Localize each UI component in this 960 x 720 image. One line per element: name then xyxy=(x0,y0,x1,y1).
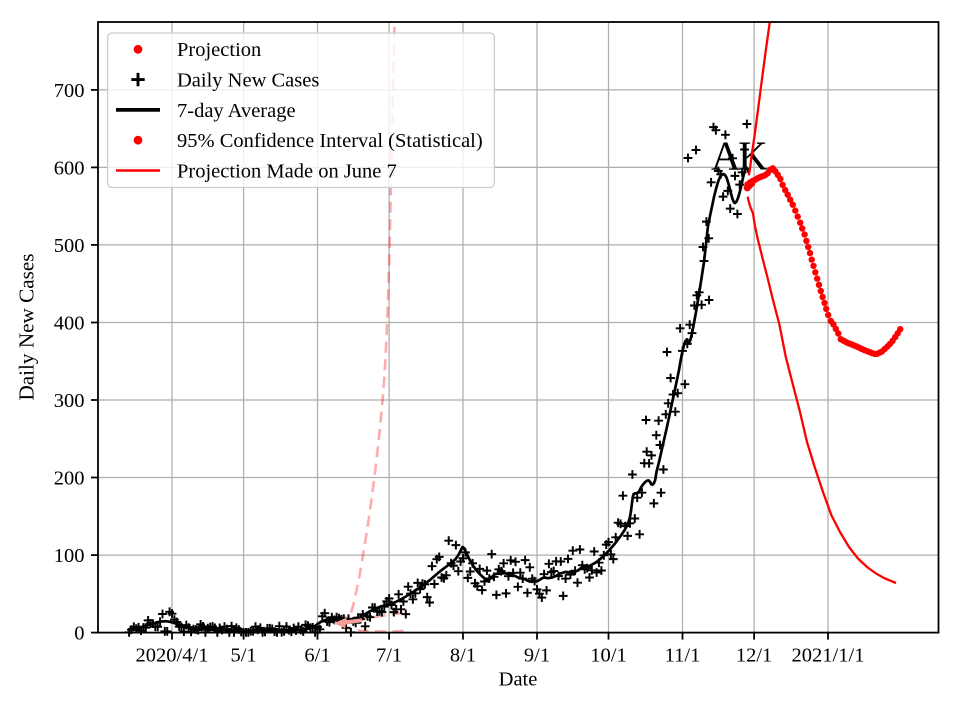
svg-text:7/1: 7/1 xyxy=(376,645,402,667)
svg-text:Daily New Cases: Daily New Cases xyxy=(15,253,39,400)
svg-text:10/1: 10/1 xyxy=(590,645,626,667)
svg-text:7-day Average: 7-day Average xyxy=(177,100,296,122)
svg-text:400: 400 xyxy=(54,313,85,335)
svg-text:2021/1/1: 2021/1/1 xyxy=(792,645,865,667)
svg-text:0: 0 xyxy=(74,623,84,645)
svg-text:2020/4/1: 2020/4/1 xyxy=(136,645,209,667)
svg-text:Projection: Projection xyxy=(177,39,261,61)
svg-text:6/1: 6/1 xyxy=(304,645,330,667)
svg-text:95% Confidence Interval (Stati: 95% Confidence Interval (Statistical) xyxy=(177,130,483,152)
svg-text:700: 700 xyxy=(54,80,85,102)
svg-text:11/1: 11/1 xyxy=(665,645,701,667)
svg-text:12/1: 12/1 xyxy=(736,645,772,667)
svg-text:Projection Made on June 7: Projection Made on June 7 xyxy=(177,160,397,182)
svg-text:Daily New Cases: Daily New Cases xyxy=(177,70,319,92)
svg-text:Date: Date xyxy=(499,669,538,691)
svg-text:500: 500 xyxy=(54,235,85,257)
svg-text:AK: AK xyxy=(711,133,768,179)
svg-text:200: 200 xyxy=(54,468,85,490)
svg-text:600: 600 xyxy=(54,158,85,180)
svg-text:5/1: 5/1 xyxy=(230,645,256,667)
svg-text:8/1: 8/1 xyxy=(450,645,476,667)
svg-text:300: 300 xyxy=(54,390,85,412)
svg-text:9/1: 9/1 xyxy=(524,645,550,667)
svg-text:100: 100 xyxy=(54,545,85,567)
